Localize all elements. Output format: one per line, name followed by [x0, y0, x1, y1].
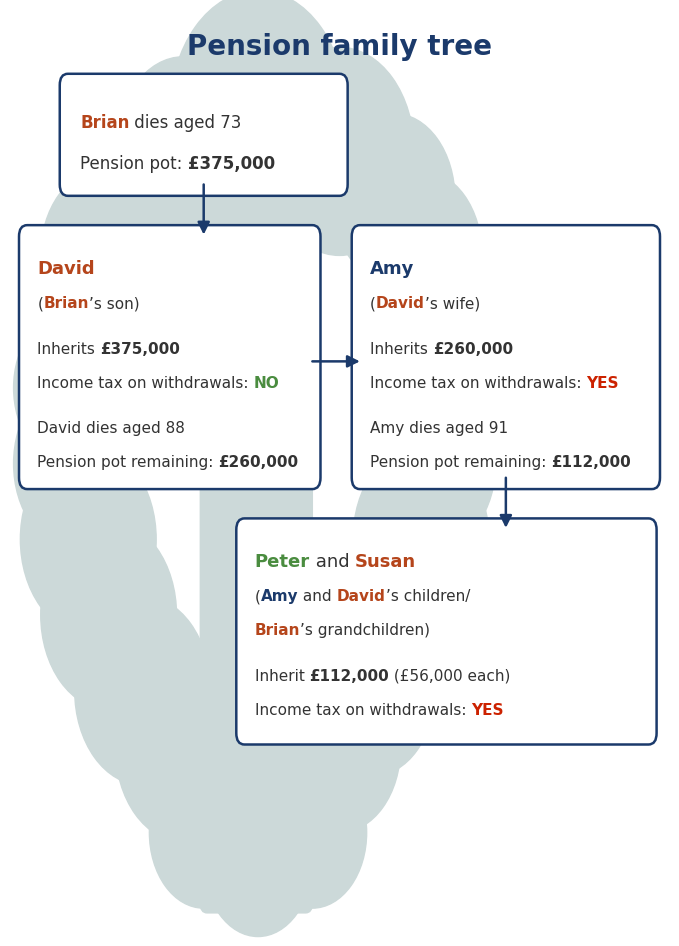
- Text: Income tax on withdrawals:: Income tax on withdrawals:: [37, 376, 254, 391]
- Text: Income tax on withdrawals:: Income tax on withdrawals:: [370, 376, 587, 391]
- Circle shape: [14, 378, 136, 549]
- Circle shape: [27, 246, 136, 397]
- Text: £260,000: £260,000: [219, 455, 299, 470]
- Circle shape: [238, 700, 360, 870]
- Circle shape: [115, 653, 251, 842]
- Circle shape: [265, 47, 414, 255]
- Text: £112,000: £112,000: [310, 669, 389, 684]
- Text: Amy dies aged 91: Amy dies aged 91: [370, 421, 508, 436]
- Circle shape: [387, 312, 496, 464]
- Circle shape: [115, 57, 251, 246]
- Text: Inherit: Inherit: [255, 669, 310, 684]
- Circle shape: [149, 757, 258, 908]
- Text: David: David: [37, 260, 95, 278]
- Text: Pension pot remaining:: Pension pot remaining:: [37, 455, 219, 470]
- Text: (: (: [37, 296, 43, 311]
- Text: and: and: [310, 553, 355, 571]
- Circle shape: [41, 170, 163, 341]
- Circle shape: [373, 378, 496, 549]
- Text: David: David: [337, 589, 386, 604]
- Text: Pension pot remaining:: Pension pot remaining:: [370, 455, 551, 470]
- Text: (£56,000 each): (£56,000 each): [389, 669, 511, 684]
- Text: David: David: [376, 296, 425, 311]
- Text: Inherits: Inherits: [370, 342, 433, 357]
- Text: (: (: [370, 296, 376, 311]
- Circle shape: [204, 785, 312, 937]
- Text: Susan: Susan: [355, 553, 416, 571]
- Text: and: and: [298, 589, 337, 604]
- Circle shape: [170, 0, 346, 236]
- Text: ’s grandchildren): ’s grandchildren): [300, 623, 430, 639]
- Text: Peter: Peter: [255, 553, 310, 571]
- Text: Amy: Amy: [261, 589, 298, 604]
- Circle shape: [20, 445, 156, 634]
- Circle shape: [170, 700, 292, 870]
- Text: David dies aged 88: David dies aged 88: [37, 421, 185, 436]
- Text: (: (: [255, 589, 261, 604]
- Text: Amy: Amy: [370, 260, 414, 278]
- Text: £375,000: £375,000: [100, 342, 180, 357]
- Circle shape: [41, 520, 177, 710]
- Circle shape: [258, 757, 367, 908]
- Circle shape: [340, 530, 462, 700]
- Text: YES: YES: [471, 703, 504, 718]
- Text: NO: NO: [254, 376, 280, 391]
- Circle shape: [312, 605, 435, 776]
- FancyBboxPatch shape: [200, 307, 312, 913]
- Circle shape: [380, 246, 489, 397]
- Text: Inherits: Inherits: [37, 342, 100, 357]
- Text: Income tax on withdrawals:: Income tax on withdrawals:: [255, 703, 471, 718]
- Text: YES: YES: [587, 376, 619, 391]
- Text: £112,000: £112,000: [551, 455, 631, 470]
- Text: Pension pot:: Pension pot:: [80, 155, 188, 173]
- Circle shape: [353, 445, 489, 634]
- Text: Brian: Brian: [255, 623, 300, 639]
- Text: dies aged 73: dies aged 73: [130, 114, 242, 131]
- Circle shape: [278, 662, 401, 832]
- Circle shape: [75, 596, 210, 785]
- FancyBboxPatch shape: [60, 74, 348, 196]
- Text: ’s children/: ’s children/: [386, 589, 470, 604]
- FancyBboxPatch shape: [236, 518, 657, 745]
- Circle shape: [333, 114, 455, 284]
- Text: Brian: Brian: [80, 114, 130, 131]
- Circle shape: [75, 114, 197, 284]
- Circle shape: [14, 312, 122, 464]
- FancyBboxPatch shape: [19, 225, 320, 489]
- Text: ’s wife): ’s wife): [425, 296, 480, 311]
- Text: ’s son): ’s son): [89, 296, 139, 311]
- Text: £375,000: £375,000: [188, 155, 275, 173]
- FancyBboxPatch shape: [352, 225, 660, 489]
- Text: Brian: Brian: [43, 296, 89, 311]
- Text: £260,000: £260,000: [433, 342, 513, 357]
- Text: Pension family tree: Pension family tree: [187, 33, 492, 61]
- Circle shape: [360, 170, 482, 341]
